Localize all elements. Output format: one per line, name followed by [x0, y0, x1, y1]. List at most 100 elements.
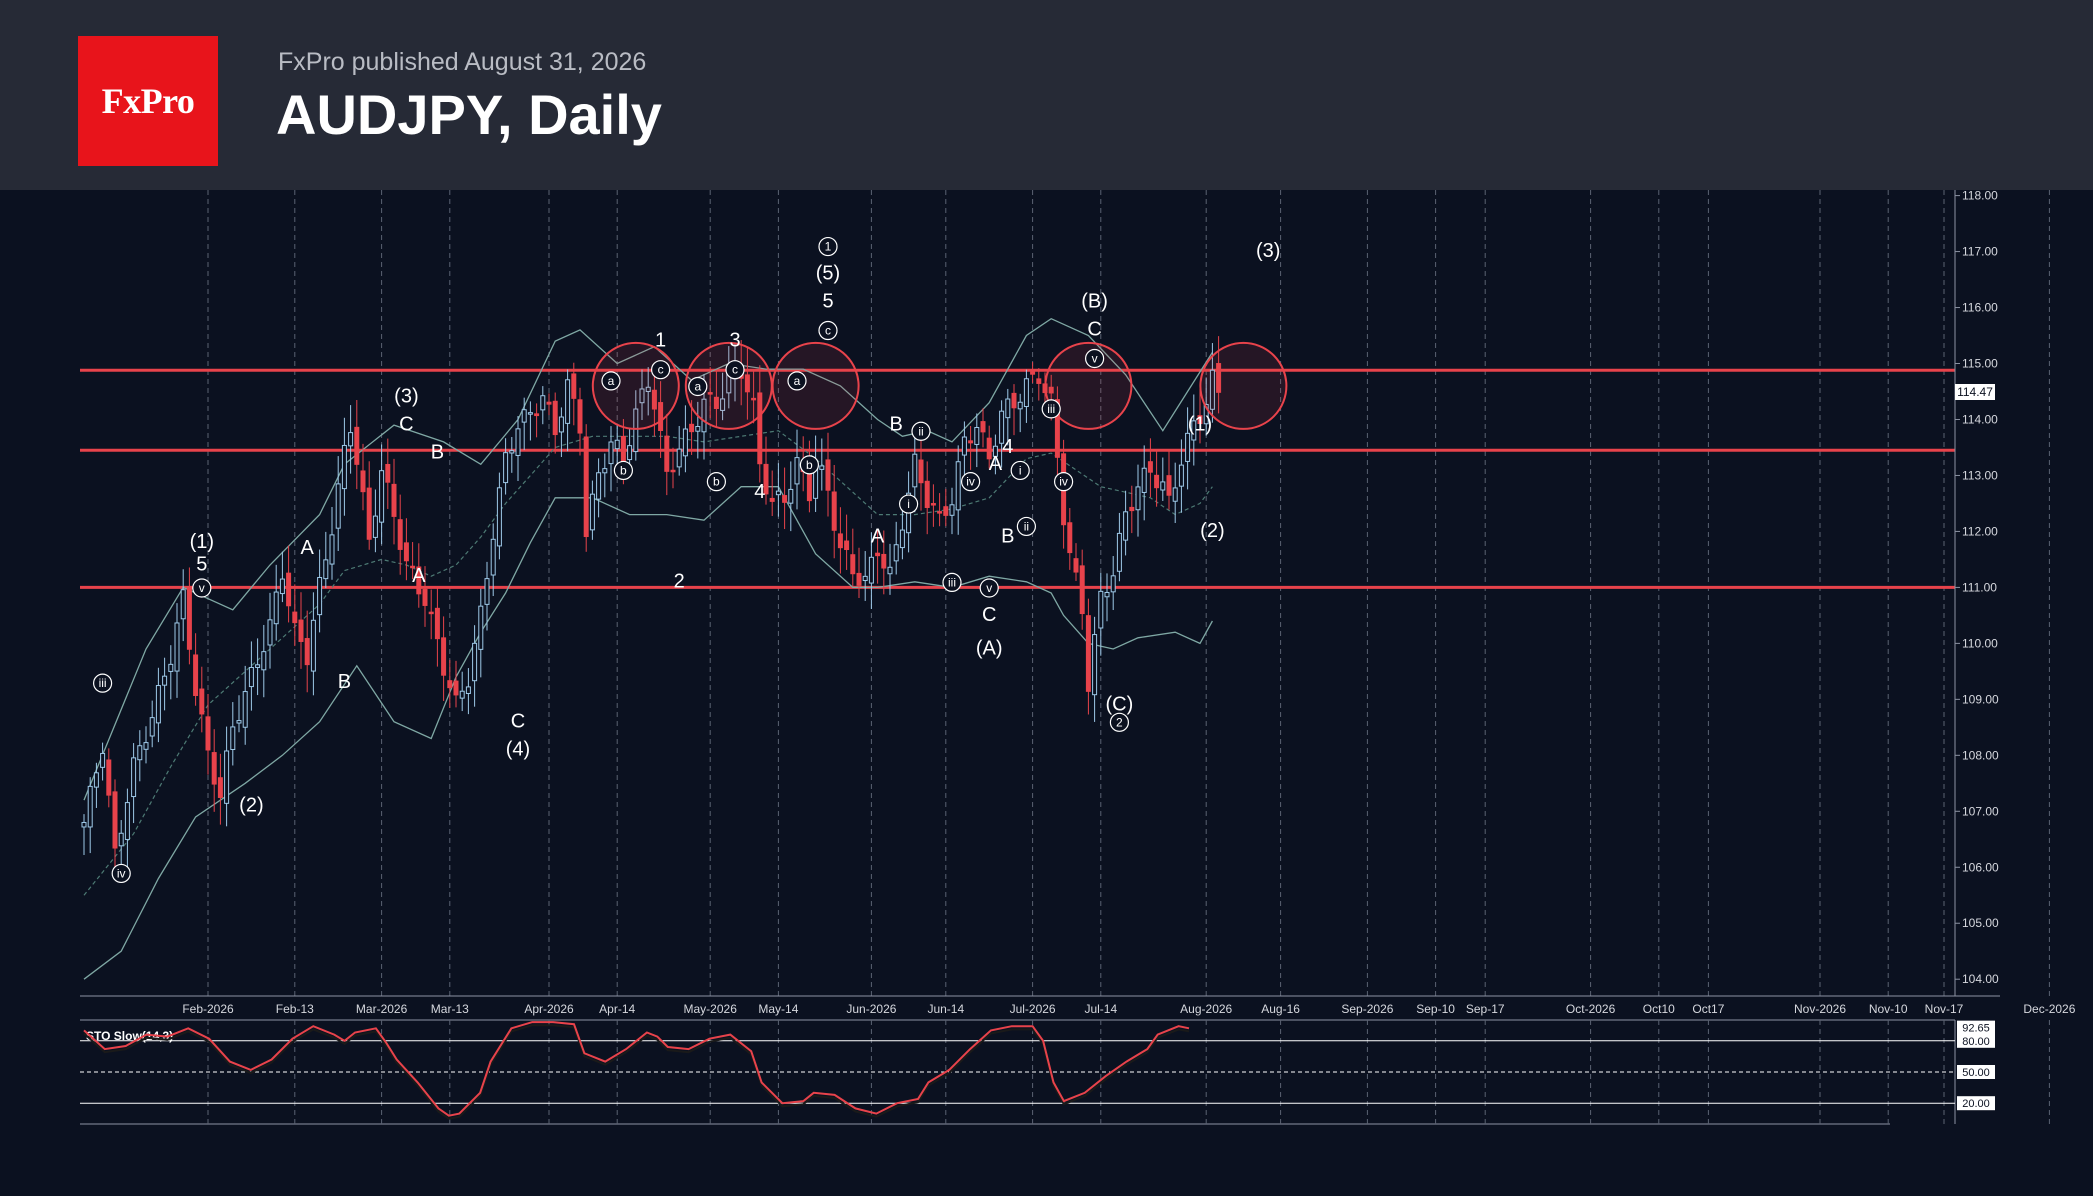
candle-body: [831, 491, 837, 531]
wave-label: a: [794, 374, 801, 388]
candle-body: [372, 515, 378, 538]
candle-body: [924, 480, 930, 508]
candle: [658, 381, 664, 458]
candle: [775, 463, 781, 517]
candle: [1023, 369, 1029, 423]
wave-label-ring: [706, 472, 727, 492]
candle-body: [503, 452, 509, 484]
candle: [1147, 438, 1153, 498]
candle-body: [1116, 532, 1122, 572]
candle-body: [565, 379, 571, 424]
candle-body: [875, 552, 881, 557]
candle-body: [620, 435, 626, 462]
candle: [546, 393, 552, 416]
candle: [217, 753, 223, 825]
wave-label: b: [806, 458, 813, 472]
candle: [403, 518, 409, 581]
wave-label: 3: [729, 330, 740, 352]
candle: [527, 401, 533, 441]
wave-label-ring: [613, 460, 634, 481]
wave-label-ring: [688, 376, 708, 397]
wave-label-ring: [942, 572, 962, 593]
candle: [899, 507, 905, 560]
candle: [410, 542, 416, 580]
wave-label: c: [658, 363, 664, 377]
x-tick-label: Aug-2026: [1180, 1002, 1232, 1016]
candle: [837, 507, 843, 574]
candle-body: [174, 622, 180, 672]
candle: [608, 426, 614, 492]
candle-body: [589, 493, 595, 531]
candle-body: [193, 654, 199, 696]
candle-body: [744, 374, 750, 393]
highlight-circle: [1044, 341, 1133, 430]
candle-body: [403, 542, 409, 562]
candle-body: [1191, 420, 1197, 441]
wave-label: 4: [754, 481, 765, 503]
candle-body: [534, 413, 540, 417]
wave-label: (2): [239, 794, 263, 816]
candle-body: [602, 468, 608, 474]
candle-body: [955, 461, 961, 511]
candle: [1216, 336, 1222, 414]
candle-body: [465, 686, 471, 694]
candle: [149, 700, 155, 748]
candle-body: [515, 428, 521, 456]
candle-body: [1203, 403, 1209, 425]
y-tick-label: 107.00: [1962, 804, 1999, 818]
candle: [484, 561, 490, 631]
candle-body: [236, 720, 242, 724]
candle-body: [1030, 371, 1036, 375]
elliott-labels: iiiiv(2)(1)5vABA(3)CBC(4)ab1c2ab3c4ab1(5…: [92, 236, 1280, 884]
candle: [1017, 393, 1023, 433]
candle: [937, 493, 943, 527]
candle: [93, 762, 99, 808]
candle: [503, 438, 509, 495]
candle-body: [248, 666, 254, 688]
candle-body: [527, 412, 533, 415]
candle-body: [961, 436, 967, 456]
candle: [1079, 549, 1085, 630]
x-tick-label: Oct-2026: [1566, 1002, 1616, 1016]
candle-body: [472, 642, 478, 682]
candle: [961, 421, 967, 483]
candle-body: [298, 619, 304, 642]
wave-label: 1: [825, 240, 832, 254]
x-tick-label: Sep-2026: [1341, 1002, 1393, 1016]
candle-body: [242, 691, 248, 728]
wave-label-ring: [1041, 399, 1061, 419]
candle: [1185, 407, 1191, 490]
y-tick-label: 104.00: [1962, 972, 1999, 986]
candle: [453, 660, 459, 708]
candle: [1135, 464, 1141, 537]
candle-body: [682, 428, 688, 457]
last-price-label: 114.47: [1957, 385, 1993, 399]
candle: [224, 726, 230, 827]
candle-body: [1172, 487, 1178, 502]
logo-text: FxPro: [101, 81, 195, 121]
candle: [391, 458, 397, 545]
candle: [335, 456, 341, 551]
candle: [565, 369, 571, 452]
candle-body: [186, 588, 192, 650]
candle-body: [360, 470, 366, 493]
y-tick-label: 109.00: [1962, 692, 1999, 706]
candle-body: [763, 463, 769, 495]
candle: [205, 693, 211, 775]
candle-body: [348, 432, 354, 447]
candle-body: [751, 397, 757, 401]
candle: [478, 588, 484, 678]
x-tick-label: Nov-2026: [1794, 1002, 1846, 1016]
candle: [955, 445, 961, 535]
candle-body: [106, 759, 112, 796]
candle-body: [1023, 378, 1029, 408]
candles: [81, 336, 1222, 872]
wave-label: iv: [1059, 475, 1068, 489]
candle-body: [459, 690, 465, 699]
candle: [980, 408, 986, 448]
candle-body: [422, 588, 428, 606]
candle: [757, 365, 763, 483]
candle: [428, 589, 434, 640]
candle-body: [484, 578, 490, 605]
wave-label: C: [982, 604, 996, 626]
